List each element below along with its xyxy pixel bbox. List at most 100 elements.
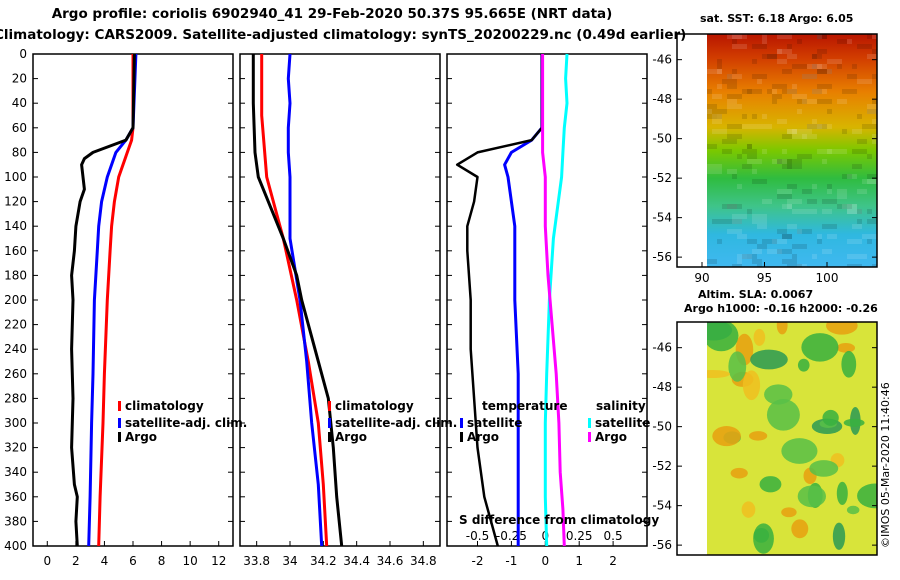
sst-texture-cell [797,229,802,234]
sst-texture-cell [777,194,792,199]
difference-panel-frame [446,53,648,547]
sst-texture-cell [792,209,802,214]
sst-texture-cell [747,239,757,244]
sst-texture-cell [822,199,837,204]
sst-texture-cell [817,234,822,239]
sst-texture-cell [792,64,807,69]
sst-texture-cell [787,54,797,59]
sst-texture-cell [737,184,742,189]
sst-texture-cell [787,129,797,134]
x-tick-label: 6 [129,554,137,568]
sst-texture-cell [782,259,797,264]
sst-texture-cell [707,109,722,114]
sst-texture-cell [817,99,832,104]
sst-texture-cell [797,164,802,169]
sst-texture-cell [707,144,717,149]
sst-texture-cell [782,84,787,89]
sst-texture-cell [772,159,782,164]
sst-texture-cell [787,199,802,204]
legend-label-climatology: climatology [335,399,414,413]
sst-texture-cell [787,164,792,169]
sst-texture-cell [852,64,857,69]
sst-texture-cell [857,139,867,144]
sst-texture-cell [847,239,862,244]
sst-texture-cell [867,104,877,109]
sst-texture-cell [732,214,747,219]
sla-texture-blob [766,398,800,431]
sst-texture-cell [792,134,807,139]
sst-texture-cell [777,249,782,254]
sst-texture-cell [802,134,807,139]
sst-texture-cell [732,39,737,44]
legend-label-satellite: satellite-adj. clim. [335,416,457,430]
sla-texture-blob [730,467,748,479]
sst-texture-cell [752,219,767,224]
sst-texture-cell [817,69,827,74]
x-axes: 0 2 4 6 8 10 12 33.8 34 34.2 34.4 34.6 34.8 -2 -1 0 1 2-0… [43,529,622,568]
sst-texture-cell [752,259,762,264]
depth-tick-label: 340 [4,465,27,479]
map-lat-tick-label: -50 [652,420,672,434]
sst-texture-cell [827,109,832,114]
sst-texture-cell [867,174,877,179]
sst-texture-cell [737,254,747,259]
sst-texture-cell [707,104,717,109]
sst-texture-cell [787,34,792,39]
sst-texture-cell [782,134,792,139]
sst-texture-cell [732,219,742,224]
sst-texture-cell [707,69,722,74]
sst-texture-cell [727,94,742,99]
sst-texture-cell [847,209,857,214]
sst-texture-cell [802,99,817,104]
sst-texture-cell [757,124,772,129]
sst-texture-cell [822,249,827,254]
salinity-panel-frame [239,53,441,547]
sst-texture-cell [782,69,792,74]
sst-texture-cell [747,209,752,214]
sst-texture-cell [857,254,867,259]
sst-texture-cell [752,254,757,259]
sst-texture-cell [712,119,722,124]
sst-texture-cell [767,89,772,94]
sst-texture-cell [867,219,877,224]
sst-texture-cell [787,129,792,134]
sst-texture-cell [752,59,757,64]
difference-salinity-legend: salinity satellite Argo [588,399,650,444]
sst-texture-cell [707,114,717,119]
legend-label-argo: Argo [125,430,157,444]
legend-swatch-argo [118,432,121,442]
sst-texture-cell [717,114,722,119]
sst-texture-cell [857,219,862,224]
sst-texture-cell [722,149,732,154]
sla-texture-blob [826,322,858,335]
sst-texture-cell [802,189,812,194]
sla-texture-blob [801,333,839,362]
sst-texture-cell [837,194,842,199]
sst-texture-cell [782,204,792,209]
sst-texture-cell [767,54,777,59]
depth-tick-label: 220 [4,318,27,332]
map-lat-tick-label: -54 [652,211,672,225]
x-tick-label: 8 [158,554,166,568]
sst-texture-cell [837,39,847,44]
sst-texture-cell [772,239,787,244]
depth-tick-label: 320 [4,441,27,455]
sst-texture-cell [812,64,827,69]
sst-texture-cell [847,174,852,179]
map-lat-tick-label: -46 [652,53,672,67]
sst-texture-cell [777,49,792,54]
sla-texture-blob [832,522,846,550]
sst-texture-cell [772,84,782,89]
sst-texture-cell [732,34,747,39]
sst-texture-cell [717,59,722,64]
sst-texture-cell [707,109,712,114]
map-lat-tick-label: -56 [652,250,672,264]
sst-texture-cell [822,34,827,39]
sst-texture-cell [757,79,762,84]
map-lat-tick-label: -48 [652,92,672,106]
sst-texture-cell [712,114,722,119]
map-lon-tick-label: 95 [757,271,772,285]
sst-texture-cell [742,89,752,94]
sst-texture-cell [827,234,837,239]
